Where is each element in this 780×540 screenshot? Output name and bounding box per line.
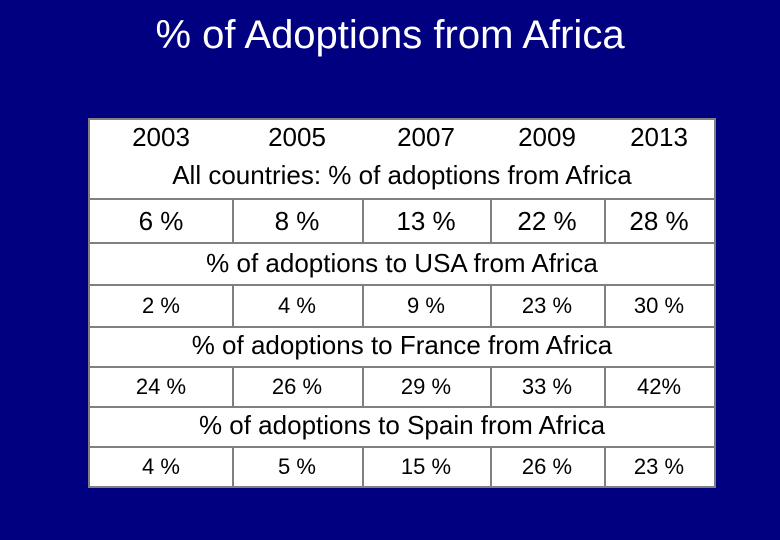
slide-title: % of Adoptions from Africa [155,13,625,57]
column-divider [362,448,364,486]
column-divider [232,200,234,242]
year-2007: 2007 [397,122,455,152]
value-cell: 23 % [521,293,573,318]
column-divider [362,200,364,242]
year-2013: 2013 [630,122,688,152]
value-cell: 13 % [396,206,456,236]
column-divider [604,448,606,486]
value-cell: 33 % [521,374,573,399]
column-divider [362,368,364,406]
values-row-usa: 2 % 4 % 9 % 23 % 30 % [90,286,714,326]
column-divider [232,448,234,486]
divider-line [90,284,714,286]
column-divider [490,448,492,486]
column-divider [490,286,492,326]
column-divider [490,368,492,406]
column-divider [490,200,492,242]
column-divider [232,368,234,406]
value-cell: 30 % [633,293,685,318]
section-label-all-countries: All countries: % of adoptions from Afric… [172,160,632,190]
values-row-france: 24 % 26 % 29 % 33 % 42% [90,368,714,406]
year-2003: 2003 [132,122,190,152]
value-cell: 24 % [135,374,187,399]
value-cell: 5 % [278,454,316,479]
value-cell: 15 % [400,454,452,479]
value-cell: 4 % [142,454,180,479]
year-2009: 2009 [518,122,576,152]
section-label-spain: % of adoptions to Spain from Africa [198,410,606,440]
column-divider [604,286,606,326]
value-cell: 8 % [274,206,320,236]
value-cell: 29 % [400,374,452,399]
values-row-all-countries: 6 % 8 % 13 % 22 % 28 % [90,200,714,242]
value-cell: 9 % [407,293,445,318]
value-cell: 2 % [142,293,180,318]
value-cell: 4 % [278,293,316,318]
column-divider [604,368,606,406]
divider-line [90,446,714,448]
adoptions-table: 2003 2005 2007 2009 2013 All countries: … [88,118,716,488]
column-divider [362,286,364,326]
value-cell: 26 % [271,374,323,399]
year-header-row: 2003 2005 2007 2009 2013 [90,120,714,154]
column-divider [604,200,606,242]
values-row-spain: 4 % 5 % 15 % 26 % 23 % [90,448,714,486]
value-cell: 23 % [633,454,685,479]
section-label-usa: % of adoptions to USA from Africa [206,248,598,278]
value-cell: 26 % [521,454,573,479]
divider-line [90,326,714,328]
column-divider [232,286,234,326]
divider-line [90,198,714,200]
value-cell: 42% [636,374,682,399]
divider-line [90,366,714,368]
year-2005: 2005 [268,122,326,152]
section-label-france: % of adoptions to France from Africa [191,330,613,360]
divider-line [90,242,714,244]
divider-line [90,406,714,408]
value-cell: 28 % [629,206,689,236]
value-cell: 6 % [138,206,184,236]
value-cell: 22 % [517,206,577,236]
